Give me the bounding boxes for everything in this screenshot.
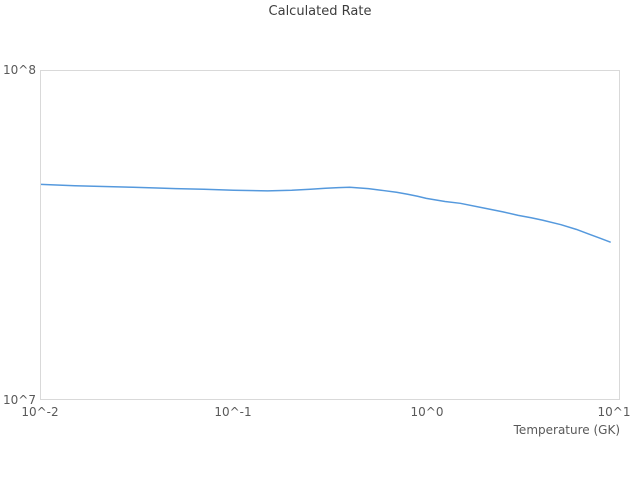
chart-title: Calculated Rate: [268, 4, 372, 19]
rate-line-chart: [41, 183, 611, 243]
rate-line-series: [41, 183, 611, 243]
y-axis-tick-1e8: 10^8: [3, 63, 36, 77]
y-axis-tick-1e7: 10^7: [3, 393, 36, 407]
x-axis-tick-1e1: 10^1: [597, 405, 631, 419]
x-axis-title: Temperature (GK): [513, 423, 620, 437]
x-axis-tick-1e0: 10^0: [410, 405, 444, 419]
x-axis-tick-1e-1: 10^-1: [214, 405, 252, 419]
plot-area: [40, 70, 620, 400]
x-axis-tick-1e-2: 10^-2: [21, 405, 59, 419]
